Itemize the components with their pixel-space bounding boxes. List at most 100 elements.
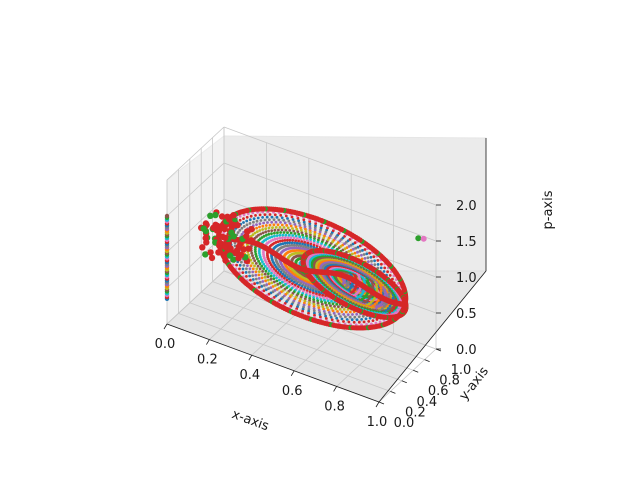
x-grid-line	[251, 301, 310, 356]
scatter-point	[216, 239, 223, 246]
scatter-point	[261, 216, 264, 219]
scatter-point	[357, 254, 360, 258]
scatter-point	[295, 241, 299, 245]
scatter-point	[267, 226, 271, 230]
scatter-point	[306, 241, 310, 245]
scatter-point	[275, 273, 279, 277]
y-grid-line	[189, 302, 402, 382]
scatter-point	[388, 304, 392, 308]
scatter-point	[240, 260, 243, 264]
scatter-point	[242, 225, 246, 228]
scatter-point	[281, 272, 285, 276]
scatter-point	[265, 267, 269, 271]
scatter-point	[354, 284, 358, 288]
scatter-point	[253, 282, 256, 286]
scatter-point	[236, 231, 240, 234]
scatter-point	[346, 281, 350, 285]
scatter-point	[367, 320, 371, 323]
x-tick-mark	[333, 386, 337, 392]
axis-lines	[166, 138, 487, 403]
scatter-point	[267, 232, 271, 236]
scatter-point	[342, 313, 346, 316]
scatter-point	[274, 284, 277, 287]
scatter-point	[283, 279, 286, 283]
scatter-point	[275, 287, 279, 291]
scatter-point	[304, 229, 308, 233]
scatter-point	[276, 271, 280, 274]
scatter-point	[253, 248, 257, 252]
scatter-point	[248, 218, 252, 222]
scatter-point	[342, 280, 346, 283]
scatter-point	[298, 235, 302, 239]
scatter-point	[242, 221, 245, 224]
scatter-point	[388, 274, 392, 277]
scatter-point	[340, 317, 344, 321]
scatter-point	[267, 265, 271, 268]
scatter-point	[289, 224, 293, 228]
scatter-point	[279, 285, 283, 289]
scatter-point	[276, 231, 279, 235]
scatter-point	[241, 271, 245, 274]
scatter-point	[353, 251, 357, 255]
scatter-point	[373, 297, 376, 301]
scatter-point	[278, 233, 282, 237]
scatter-point	[312, 298, 316, 302]
scatter-point	[272, 218, 276, 222]
scatter-point	[344, 310, 348, 314]
scatter-point	[357, 320, 361, 324]
scatter-point	[273, 228, 277, 232]
scatter-point	[256, 216, 260, 220]
scatter-point	[280, 216, 284, 220]
scatter-point	[281, 233, 285, 237]
scatter-point	[301, 233, 304, 237]
scatter-point	[265, 283, 269, 286]
scatter-point	[312, 300, 316, 304]
scatter-point	[303, 240, 306, 244]
scatter-point	[376, 263, 380, 266]
scatter-point	[297, 239, 300, 243]
scatter-point	[306, 243, 310, 247]
scatter-point	[283, 274, 287, 278]
scatter-point	[284, 233, 288, 237]
scatter-point	[261, 270, 264, 273]
z-grid-line	[166, 126, 225, 181]
scatter-point	[316, 301, 320, 305]
scatter-point	[258, 253, 262, 257]
scatter-point	[257, 285, 261, 289]
scatter-point	[316, 242, 319, 246]
scatter-point	[366, 279, 370, 282]
scatter-point	[313, 230, 317, 234]
z-grid-line	[223, 270, 437, 350]
scatter-point	[312, 291, 315, 295]
scatter-point	[288, 222, 292, 225]
scatter-point	[243, 232, 250, 240]
scatter-point	[251, 261, 255, 265]
scatter-point	[280, 228, 284, 232]
scatter-point	[311, 284, 315, 288]
scatter-point	[270, 232, 273, 236]
scatter-point	[336, 319, 340, 323]
scatter-point	[305, 247, 309, 251]
scatter-point	[305, 234, 308, 238]
scatter-point	[248, 237, 255, 244]
scatter-point	[305, 236, 309, 240]
scatter-point	[248, 222, 252, 225]
scatter-point	[361, 249, 364, 252]
scatter-point	[373, 263, 377, 266]
scatter-point	[331, 309, 335, 313]
scatter-point	[258, 229, 262, 232]
scatter-point	[379, 289, 383, 293]
scatter-point	[293, 232, 297, 235]
scatter-point	[296, 237, 299, 240]
scatter-point	[277, 218, 281, 222]
scatter-point	[272, 280, 276, 284]
scatter-point	[221, 243, 229, 251]
scatter-point	[283, 221, 287, 225]
scatter-point	[312, 239, 316, 243]
scatter-point	[330, 306, 334, 310]
scatter-point	[298, 224, 302, 227]
scatter-point	[367, 302, 371, 306]
scatter-point	[302, 245, 305, 248]
scatter-point	[335, 302, 339, 306]
scatter-point	[309, 240, 313, 244]
